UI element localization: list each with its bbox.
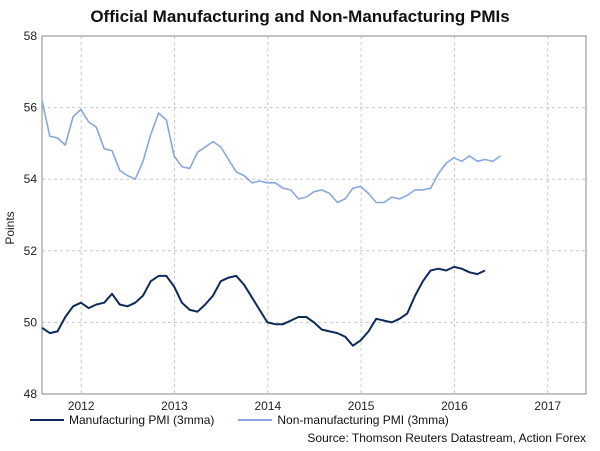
y-tick-label: 58 bbox=[24, 29, 38, 43]
legend-swatch-non-manufacturing bbox=[238, 419, 273, 421]
y-tick-label: 56 bbox=[24, 101, 38, 115]
x-tick-label: 2012 bbox=[68, 399, 95, 413]
y-tick-label: 50 bbox=[24, 315, 38, 329]
y-tick-label: 54 bbox=[24, 172, 38, 186]
legend-label-non-manufacturing: Non-manufacturing PMI (3mma) bbox=[277, 413, 449, 427]
x-tick-label: 2014 bbox=[254, 399, 281, 413]
series-line-manufacturing bbox=[41, 265, 486, 347]
y-tick-label: 48 bbox=[24, 387, 38, 401]
chart-title: Official Manufacturing and Non-Manufactu… bbox=[90, 7, 510, 26]
axis-layer: 48 50 52 54 56 58 2012 2013 2014 2015 2016 2017 bbox=[24, 29, 587, 413]
legend-item-manufacturing: Manufacturing PMI (3mma) bbox=[30, 413, 214, 427]
x-tick-label: 2013 bbox=[161, 399, 188, 413]
x-tick-label: 2016 bbox=[441, 399, 468, 413]
source-note: Source: Thomson Reuters Datastream, Acti… bbox=[307, 431, 586, 445]
series-line-non-manufacturing bbox=[41, 100, 502, 204]
grid-layer bbox=[42, 36, 586, 394]
x-tick-label: 2017 bbox=[534, 399, 561, 413]
legend-item-non-manufacturing: Non-manufacturing PMI (3mma) bbox=[238, 413, 449, 427]
series-layer bbox=[41, 100, 502, 347]
y-axis-label: Points bbox=[3, 211, 17, 244]
legend-swatch-manufacturing bbox=[30, 419, 64, 421]
plot-frame bbox=[41, 35, 587, 395]
y-tick-label: 52 bbox=[24, 244, 38, 258]
x-tick-label: 2015 bbox=[348, 399, 375, 413]
legend-label-manufacturing: Manufacturing PMI (3mma) bbox=[69, 413, 215, 427]
legend: Manufacturing PMI (3mma) Non-manufacturi… bbox=[30, 413, 473, 427]
